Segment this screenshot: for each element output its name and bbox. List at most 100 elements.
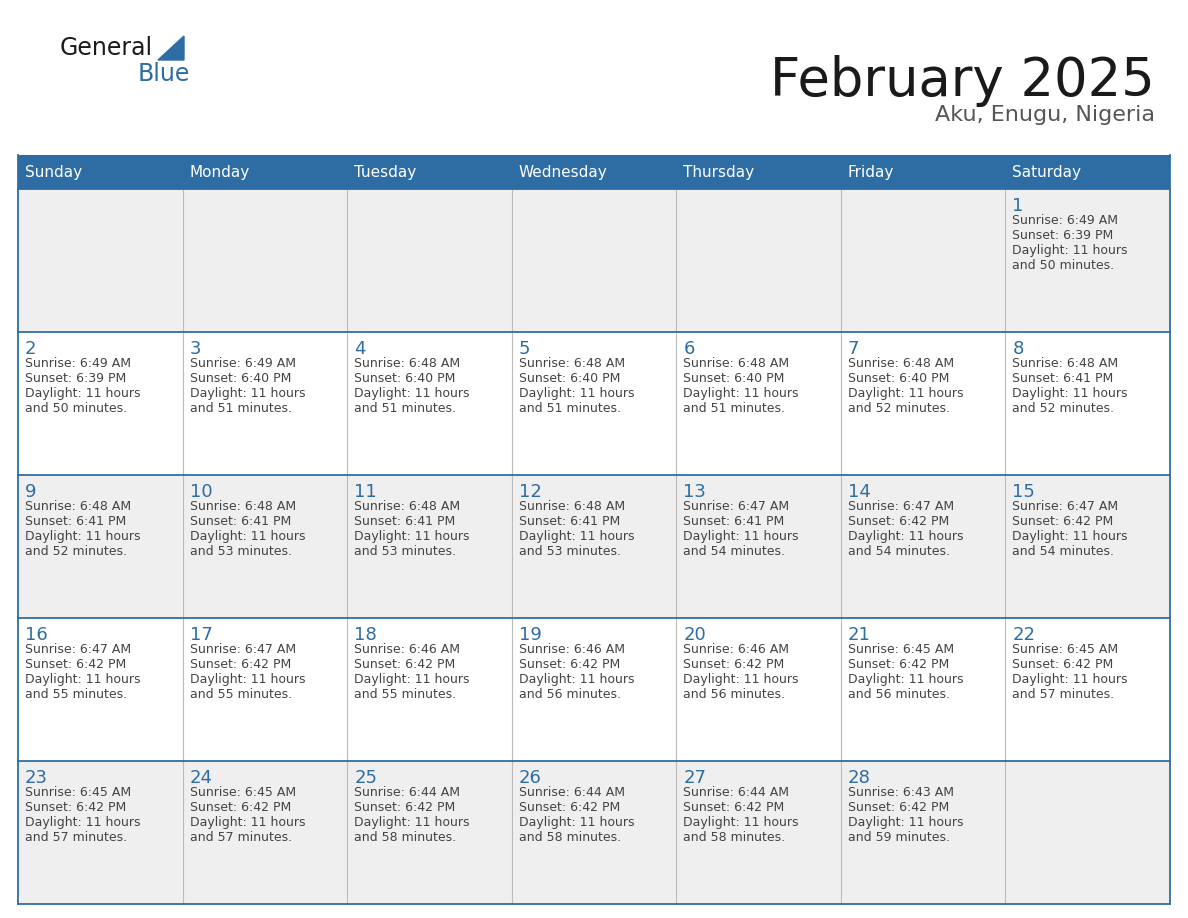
Text: and 55 minutes.: and 55 minutes. xyxy=(190,688,292,701)
Text: Sunrise: 6:45 AM: Sunrise: 6:45 AM xyxy=(25,786,131,799)
Text: Daylight: 11 hours: Daylight: 11 hours xyxy=(25,673,140,686)
Text: and 56 minutes.: and 56 minutes. xyxy=(683,688,785,701)
Text: Sunrise: 6:45 AM: Sunrise: 6:45 AM xyxy=(190,786,296,799)
Text: Daylight: 11 hours: Daylight: 11 hours xyxy=(848,387,963,400)
Text: Saturday: Saturday xyxy=(1012,164,1081,180)
Text: and 59 minutes.: and 59 minutes. xyxy=(848,831,950,844)
Text: and 58 minutes.: and 58 minutes. xyxy=(683,831,785,844)
Text: Daylight: 11 hours: Daylight: 11 hours xyxy=(848,673,963,686)
Text: Sunset: 6:42 PM: Sunset: 6:42 PM xyxy=(25,658,126,671)
Text: Sunrise: 6:44 AM: Sunrise: 6:44 AM xyxy=(354,786,460,799)
Text: Sunrise: 6:44 AM: Sunrise: 6:44 AM xyxy=(519,786,625,799)
Bar xyxy=(18,761,1170,904)
Text: Sunrise: 6:48 AM: Sunrise: 6:48 AM xyxy=(354,500,460,513)
Text: 11: 11 xyxy=(354,483,377,501)
Bar xyxy=(18,332,1170,475)
Text: 8: 8 xyxy=(1012,340,1024,358)
Text: Sunset: 6:41 PM: Sunset: 6:41 PM xyxy=(354,515,455,528)
Text: and 50 minutes.: and 50 minutes. xyxy=(25,402,127,415)
Text: 3: 3 xyxy=(190,340,201,358)
Text: February 2025: February 2025 xyxy=(770,55,1155,107)
Text: 7: 7 xyxy=(848,340,859,358)
Text: Daylight: 11 hours: Daylight: 11 hours xyxy=(1012,530,1127,543)
Text: 23: 23 xyxy=(25,769,48,787)
Text: Daylight: 11 hours: Daylight: 11 hours xyxy=(25,530,140,543)
Text: and 53 minutes.: and 53 minutes. xyxy=(519,545,620,558)
Text: and 51 minutes.: and 51 minutes. xyxy=(683,402,785,415)
Text: 10: 10 xyxy=(190,483,213,501)
Text: 27: 27 xyxy=(683,769,707,787)
Text: and 51 minutes.: and 51 minutes. xyxy=(519,402,620,415)
Text: Sunrise: 6:47 AM: Sunrise: 6:47 AM xyxy=(683,500,789,513)
Text: Sunset: 6:42 PM: Sunset: 6:42 PM xyxy=(519,801,620,814)
Text: Sunset: 6:42 PM: Sunset: 6:42 PM xyxy=(848,801,949,814)
Text: 16: 16 xyxy=(25,626,48,644)
Text: Sunrise: 6:49 AM: Sunrise: 6:49 AM xyxy=(190,357,296,370)
Text: Sunset: 6:42 PM: Sunset: 6:42 PM xyxy=(683,801,784,814)
Text: Sunset: 6:42 PM: Sunset: 6:42 PM xyxy=(848,658,949,671)
Text: Daylight: 11 hours: Daylight: 11 hours xyxy=(683,387,798,400)
Text: Sunrise: 6:47 AM: Sunrise: 6:47 AM xyxy=(848,500,954,513)
Text: Daylight: 11 hours: Daylight: 11 hours xyxy=(683,530,798,543)
Text: Sunset: 6:42 PM: Sunset: 6:42 PM xyxy=(683,658,784,671)
Text: Sunset: 6:42 PM: Sunset: 6:42 PM xyxy=(354,658,455,671)
Text: Sunrise: 6:48 AM: Sunrise: 6:48 AM xyxy=(190,500,296,513)
Text: Sunrise: 6:49 AM: Sunrise: 6:49 AM xyxy=(25,357,131,370)
Text: Sunset: 6:40 PM: Sunset: 6:40 PM xyxy=(848,372,949,385)
Text: 22: 22 xyxy=(1012,626,1036,644)
Text: 19: 19 xyxy=(519,626,542,644)
Text: Sunrise: 6:47 AM: Sunrise: 6:47 AM xyxy=(25,643,131,656)
Text: and 55 minutes.: and 55 minutes. xyxy=(25,688,127,701)
Text: and 56 minutes.: and 56 minutes. xyxy=(519,688,620,701)
Bar xyxy=(18,475,1170,618)
Text: 24: 24 xyxy=(190,769,213,787)
Text: Sunset: 6:41 PM: Sunset: 6:41 PM xyxy=(1012,372,1113,385)
Text: and 52 minutes.: and 52 minutes. xyxy=(1012,402,1114,415)
Text: Sunset: 6:42 PM: Sunset: 6:42 PM xyxy=(25,801,126,814)
Text: Daylight: 11 hours: Daylight: 11 hours xyxy=(190,673,305,686)
Text: and 54 minutes.: and 54 minutes. xyxy=(683,545,785,558)
Text: Wednesday: Wednesday xyxy=(519,164,607,180)
Text: and 57 minutes.: and 57 minutes. xyxy=(1012,688,1114,701)
Text: Daylight: 11 hours: Daylight: 11 hours xyxy=(1012,387,1127,400)
Text: 21: 21 xyxy=(848,626,871,644)
Text: Sunset: 6:40 PM: Sunset: 6:40 PM xyxy=(683,372,784,385)
Text: 5: 5 xyxy=(519,340,530,358)
Text: Sunset: 6:39 PM: Sunset: 6:39 PM xyxy=(1012,229,1113,242)
Text: Sunrise: 6:43 AM: Sunrise: 6:43 AM xyxy=(848,786,954,799)
Text: Daylight: 11 hours: Daylight: 11 hours xyxy=(519,387,634,400)
Text: 20: 20 xyxy=(683,626,706,644)
Text: 28: 28 xyxy=(848,769,871,787)
Text: Daylight: 11 hours: Daylight: 11 hours xyxy=(519,816,634,829)
Text: Monday: Monday xyxy=(190,164,249,180)
Text: 12: 12 xyxy=(519,483,542,501)
Text: Tuesday: Tuesday xyxy=(354,164,416,180)
Polygon shape xyxy=(158,36,184,60)
Text: and 57 minutes.: and 57 minutes. xyxy=(190,831,292,844)
Text: Daylight: 11 hours: Daylight: 11 hours xyxy=(190,816,305,829)
Text: Blue: Blue xyxy=(138,62,190,86)
Text: Friday: Friday xyxy=(848,164,895,180)
Text: Daylight: 11 hours: Daylight: 11 hours xyxy=(190,530,305,543)
Text: Daylight: 11 hours: Daylight: 11 hours xyxy=(519,530,634,543)
Text: Sunrise: 6:47 AM: Sunrise: 6:47 AM xyxy=(190,643,296,656)
Text: and 55 minutes.: and 55 minutes. xyxy=(354,688,456,701)
Text: 15: 15 xyxy=(1012,483,1035,501)
Text: Sunset: 6:42 PM: Sunset: 6:42 PM xyxy=(190,801,291,814)
Text: Sunset: 6:42 PM: Sunset: 6:42 PM xyxy=(354,801,455,814)
Text: and 53 minutes.: and 53 minutes. xyxy=(190,545,291,558)
Text: 25: 25 xyxy=(354,769,377,787)
Text: and 52 minutes.: and 52 minutes. xyxy=(25,545,127,558)
Text: Sunrise: 6:48 AM: Sunrise: 6:48 AM xyxy=(848,357,954,370)
Text: 1: 1 xyxy=(1012,197,1024,215)
Text: and 54 minutes.: and 54 minutes. xyxy=(1012,545,1114,558)
Text: Daylight: 11 hours: Daylight: 11 hours xyxy=(354,387,469,400)
Text: Daylight: 11 hours: Daylight: 11 hours xyxy=(1012,673,1127,686)
Text: Sunset: 6:42 PM: Sunset: 6:42 PM xyxy=(519,658,620,671)
Text: and 56 minutes.: and 56 minutes. xyxy=(848,688,950,701)
Text: Sunrise: 6:48 AM: Sunrise: 6:48 AM xyxy=(519,357,625,370)
Text: 9: 9 xyxy=(25,483,37,501)
Bar xyxy=(18,618,1170,761)
Text: Daylight: 11 hours: Daylight: 11 hours xyxy=(354,816,469,829)
Text: 17: 17 xyxy=(190,626,213,644)
